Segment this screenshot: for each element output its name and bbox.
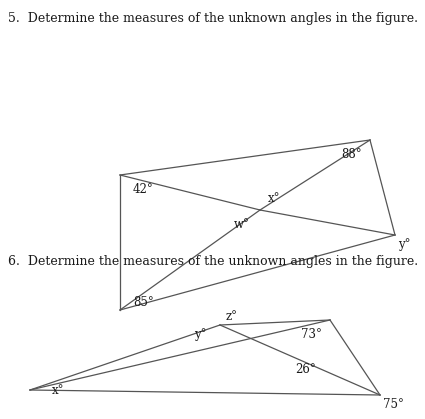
Text: 42°: 42° <box>133 183 154 196</box>
Text: y°: y° <box>195 328 207 341</box>
Text: x°: x° <box>268 192 280 205</box>
Text: y°: y° <box>398 238 411 251</box>
Text: 5.  Determine the measures of the unknown angles in the figure.: 5. Determine the measures of the unknown… <box>8 12 418 25</box>
Text: 75°: 75° <box>383 398 404 411</box>
Text: 26°: 26° <box>295 363 316 376</box>
Text: z°: z° <box>226 310 238 323</box>
Text: 6.  Determine the measures of the unknown angles in the figure.: 6. Determine the measures of the unknown… <box>8 255 418 268</box>
Text: 73°: 73° <box>301 328 322 341</box>
Text: 88°: 88° <box>341 148 362 161</box>
Text: 85°: 85° <box>133 296 154 309</box>
Text: x°: x° <box>52 383 65 396</box>
Text: w°: w° <box>234 218 250 231</box>
